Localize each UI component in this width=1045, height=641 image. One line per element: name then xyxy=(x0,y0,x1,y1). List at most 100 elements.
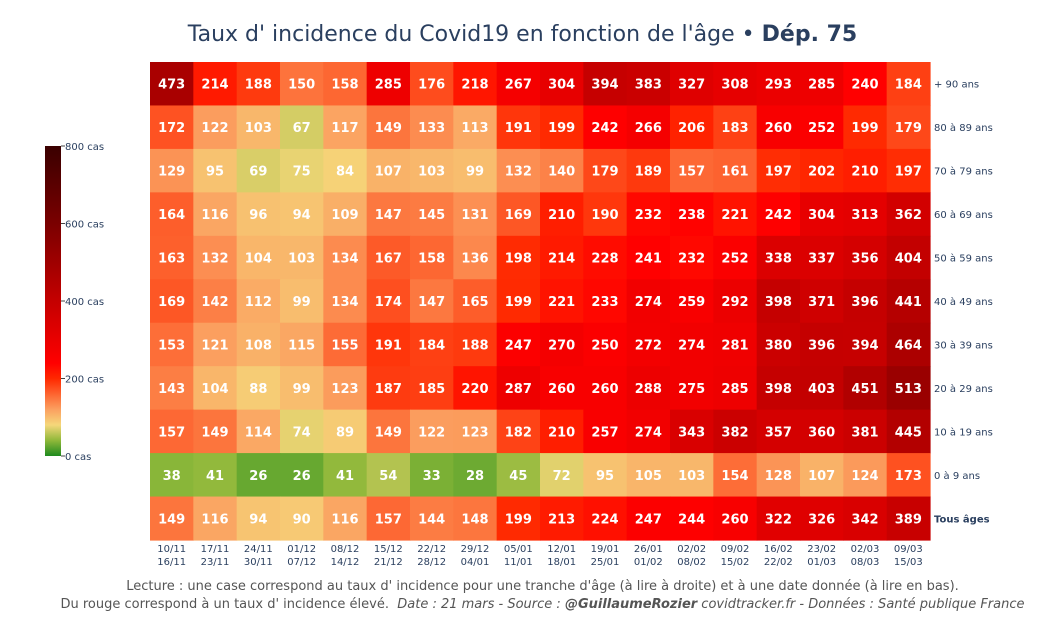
cell-value-label: 89 xyxy=(336,425,354,440)
cell-value-label: 252 xyxy=(721,252,748,267)
cell-value-label: 108 xyxy=(245,338,272,353)
cell-value-label: 214 xyxy=(548,252,575,267)
heatmap-cells: 473 214 188 150 158 285 176 218 267 304 394 383 327 3… xyxy=(150,62,931,541)
heatmap-cell xyxy=(150,279,194,324)
heatmap-cell xyxy=(453,105,498,150)
heatmap-cell xyxy=(583,409,628,454)
heatmap-cell xyxy=(323,496,368,541)
heatmap-cell xyxy=(453,366,498,411)
x-tick-label-start: 09/03 xyxy=(894,544,923,555)
x-tick-label-start: 23/02 xyxy=(807,544,836,555)
heatmap-cell xyxy=(800,62,844,107)
heatmap-cell xyxy=(583,366,628,411)
heatmap-cell xyxy=(843,105,888,150)
cell-value-label: 247 xyxy=(635,512,662,527)
heatmap-cell xyxy=(323,322,368,367)
heatmap-cell xyxy=(280,453,324,498)
cell-value-label: 238 xyxy=(678,208,705,223)
heatmap-cell xyxy=(496,322,541,367)
heatmap-cell xyxy=(453,322,498,367)
footer-reading-note: Lecture : une case correspond au taux d'… xyxy=(126,579,959,594)
cell-value-label: 244 xyxy=(678,512,705,527)
cell-value-label: 185 xyxy=(418,382,445,397)
cell-value-label: 343 xyxy=(678,425,705,440)
cell-value-label: 26 xyxy=(249,469,267,484)
cell-value-label: 95 xyxy=(596,469,614,484)
cell-value-label: 197 xyxy=(765,165,792,180)
heatmap-cell xyxy=(886,62,931,107)
cell-value-label: 149 xyxy=(375,121,402,136)
heatmap-cell xyxy=(236,279,281,324)
heatmap-cell xyxy=(323,366,368,411)
cell-value-label: 403 xyxy=(808,382,835,397)
cell-value-label: 169 xyxy=(158,295,185,310)
heatmap-cell xyxy=(280,62,324,107)
heatmap-cell xyxy=(626,496,671,541)
heatmap-cell xyxy=(366,496,411,541)
cell-value-label: 176 xyxy=(418,78,445,93)
cell-value-label: 257 xyxy=(591,425,618,440)
cell-value-label: 90 xyxy=(293,512,311,527)
heatmap-cell xyxy=(843,453,888,498)
cell-value-label: 131 xyxy=(461,208,488,223)
heatmap-cell xyxy=(713,453,758,498)
heatmap-cell xyxy=(626,235,671,280)
cell-value-label: 103 xyxy=(678,469,705,484)
cell-value-label: 221 xyxy=(721,208,748,223)
heatmap-cell xyxy=(843,192,888,237)
heatmap-cell xyxy=(800,366,844,411)
heatmap-cell xyxy=(193,62,238,107)
heatmap-cell xyxy=(323,105,368,150)
cell-value-label: 172 xyxy=(158,121,185,136)
heatmap-cell xyxy=(193,279,238,324)
cell-value-label: 104 xyxy=(245,252,272,267)
cell-value-label: 337 xyxy=(808,252,835,267)
cell-value-label: 163 xyxy=(158,252,185,267)
heatmap-cell xyxy=(410,148,454,193)
heatmap-cell xyxy=(280,105,324,150)
heatmap-cell xyxy=(453,148,498,193)
heatmap-cell xyxy=(626,192,671,237)
heatmap-cell xyxy=(886,105,931,150)
cell-value-label: 114 xyxy=(245,425,272,440)
heatmap-cell xyxy=(453,279,498,324)
heatmap-cell xyxy=(496,192,541,237)
heatmap-cell xyxy=(713,322,758,367)
heatmap-cell xyxy=(410,235,454,280)
heatmap-cell xyxy=(800,235,844,280)
cell-value-label: 260 xyxy=(548,382,575,397)
cell-value-label: 132 xyxy=(505,165,532,180)
heatmap-cell xyxy=(713,366,758,411)
heatmap-cell xyxy=(756,148,801,193)
heatmap-cell xyxy=(540,235,584,280)
cell-value-label: 292 xyxy=(721,295,748,310)
cell-value-label: 398 xyxy=(765,382,792,397)
cell-value-label: 149 xyxy=(201,425,228,440)
cell-value-label: 72 xyxy=(553,469,571,484)
heatmap-cell xyxy=(583,105,628,150)
heatmap-cell xyxy=(583,322,628,367)
cell-value-label: 356 xyxy=(851,252,878,267)
cell-value-label: 357 xyxy=(765,425,792,440)
footer-red-note: Du rouge correspond à un taux d' inciden… xyxy=(60,597,389,612)
heatmap-cell xyxy=(193,235,238,280)
cell-value-label: 153 xyxy=(158,338,185,353)
cell-value-label: 266 xyxy=(635,121,662,136)
cell-value-label: 165 xyxy=(461,295,488,310)
y-tick-label: 70 à 79 ans xyxy=(934,166,993,178)
heatmap-cell xyxy=(366,409,411,454)
cell-value-label: 140 xyxy=(548,165,575,180)
heatmap-cell xyxy=(323,453,368,498)
heatmap-cell xyxy=(323,235,368,280)
cell-value-label: 116 xyxy=(201,208,228,223)
cell-value-label: 199 xyxy=(505,295,532,310)
footer-source-line: Du rouge correspond à un taux d' inciden… xyxy=(0,597,1045,612)
heatmap-cell xyxy=(583,235,628,280)
heatmap-cell xyxy=(713,279,758,324)
cell-value-label: 169 xyxy=(505,208,532,223)
x-tick-label-end: 28/12 xyxy=(417,557,446,568)
heatmap-cell xyxy=(280,235,324,280)
heatmap-cell xyxy=(453,235,498,280)
heatmap-cell xyxy=(886,322,931,367)
cell-value-label: 104 xyxy=(201,382,228,397)
